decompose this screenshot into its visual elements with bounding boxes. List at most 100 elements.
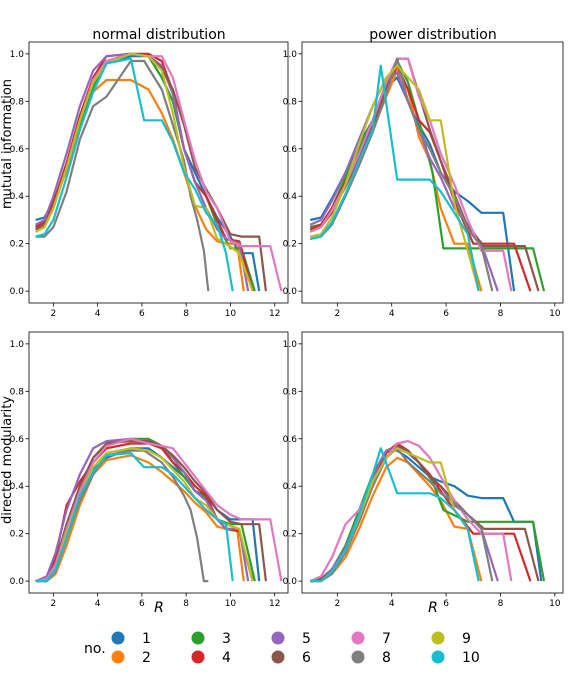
- y-tick-label: 0.6: [283, 145, 298, 155]
- x-tick-label: 6: [139, 599, 145, 609]
- x-tick-label: 2: [334, 309, 340, 319]
- y-tick-label: 0.2: [283, 240, 297, 250]
- y-tick-label: 0.2: [10, 530, 24, 540]
- legend-label-10: 10: [462, 650, 480, 666]
- x-tick-label: 4: [389, 599, 395, 609]
- x-tick-label: 8: [183, 309, 189, 319]
- legend-label-4: 4: [222, 650, 231, 666]
- column-title-normal: normal distribution: [92, 27, 225, 43]
- x-tick-label: 2: [50, 309, 56, 319]
- x-tick-label: 12: [269, 599, 280, 609]
- y-tick-label: 0.4: [283, 482, 298, 492]
- y-tick-label: 0.0: [283, 287, 298, 297]
- x-tick-label: 8: [498, 309, 504, 319]
- legend-marker-3: [191, 631, 205, 645]
- legend-label-8: 8: [382, 650, 391, 666]
- y-tick-label: 0.4: [283, 192, 298, 202]
- legend-label-5: 5: [302, 631, 311, 647]
- legend-label-7: 7: [382, 631, 391, 647]
- series-line-6: [35, 440, 267, 583]
- legend-marker-6: [271, 650, 285, 664]
- panel-directed-modularity-power: 2 4 6 8 10 0.0 0.2 0.4 0.6 0.8 1.0: [283, 331, 564, 609]
- panel-directed-modularity-normal: 2 4 6 8 10 12 0.0 0.2 0.4 0.6 0.8 1.0: [10, 331, 289, 609]
- series-line-9: [309, 64, 480, 292]
- x-tick-label: 10: [549, 309, 561, 319]
- y-tick-label: 0.8: [283, 97, 298, 107]
- y-tick-label: 1.0: [283, 50, 298, 60]
- series-line-6: [309, 444, 540, 583]
- legend-marker-9: [431, 631, 445, 645]
- series-line-4: [35, 52, 254, 292]
- legend-label-3: 3: [222, 631, 231, 647]
- y-tick-label: 0.6: [10, 435, 25, 445]
- legend-marker-8: [351, 650, 365, 664]
- y-tick-label: 0.2: [10, 240, 24, 250]
- x-tick-label: 2: [334, 599, 340, 609]
- series-line-10: [310, 447, 480, 583]
- x-axis-label-right: R: [428, 600, 438, 616]
- series-line-10: [35, 57, 234, 292]
- y-tick-label: 0.6: [10, 145, 25, 155]
- series-line-2: [35, 78, 245, 292]
- legend-marker-1: [111, 631, 125, 645]
- x-tick-label: 10: [549, 599, 561, 609]
- x-tick-label: 10: [225, 309, 237, 319]
- plot-frame: [28, 331, 289, 594]
- series-line-2: [35, 454, 245, 583]
- x-tick-label: 6: [443, 309, 449, 319]
- y-tick-label: 1.0: [10, 340, 25, 350]
- x-tick-label: 6: [139, 309, 145, 319]
- x-axis-label-left: R: [154, 600, 164, 616]
- legend-label-2: 2: [142, 650, 151, 666]
- x-tick-label: 4: [95, 309, 101, 319]
- series-line-8: [309, 57, 494, 292]
- series-line-9: [35, 52, 254, 292]
- legend-marker-5: [271, 631, 285, 645]
- x-tick-label: 8: [498, 599, 504, 609]
- y-tick-label: 0.8: [10, 97, 25, 107]
- legend-marker-4: [191, 650, 205, 664]
- x-tick-label: 10: [225, 599, 237, 609]
- y-tick-label: 0.4: [10, 482, 25, 492]
- y-tick-label: 0.8: [10, 387, 25, 397]
- y-tick-label: 1.0: [10, 50, 25, 60]
- row-ylabel-directed-modularity: directed modularity: [0, 396, 15, 524]
- series-line-8: [35, 59, 210, 292]
- y-tick-label: 0.0: [10, 287, 25, 297]
- legend-label-1: 1: [142, 631, 151, 647]
- series-line-5: [309, 71, 499, 292]
- y-tick-label: 0.2: [283, 530, 297, 540]
- legend-label-6: 6: [302, 650, 311, 666]
- y-tick-label: 0.0: [283, 577, 298, 587]
- y-tick-label: 0.0: [10, 577, 25, 587]
- series-line-2: [309, 69, 483, 292]
- x-tick-label: 4: [95, 599, 101, 609]
- series-line-7: [35, 437, 283, 583]
- plot-frame: [28, 41, 289, 304]
- x-tick-label: 12: [269, 309, 280, 319]
- legend-label-9: 9: [462, 631, 471, 647]
- x-tick-label: 2: [50, 599, 56, 609]
- plot-frame: [301, 41, 564, 304]
- x-tick-label: 8: [183, 599, 189, 609]
- y-tick-label: 1.0: [283, 340, 298, 350]
- legend-marker-2: [111, 650, 125, 664]
- panel-mutual-information-normal: 2 4 6 8 10 12 0.0 0.2 0.4 0.6 0.8 1.0: [10, 41, 289, 319]
- series-line-6: [35, 52, 267, 292]
- y-tick-label: 0.6: [283, 435, 298, 445]
- y-tick-label: 0.4: [10, 192, 25, 202]
- series-line-10: [309, 64, 480, 292]
- y-tick-label: 0.8: [283, 387, 298, 397]
- series-line-7: [309, 440, 513, 583]
- row-ylabel-mutual-information: mututal information: [0, 79, 15, 209]
- column-title-power: power distribution: [369, 27, 497, 43]
- legend-marker-7: [351, 631, 365, 645]
- x-tick-label: 4: [389, 309, 395, 319]
- plot-frame: [301, 331, 564, 594]
- legend-marker-10: [431, 650, 445, 664]
- panel-mutual-information-power: 2 4 6 8 10 0.0 0.2 0.4 0.6 0.8 1.0: [283, 41, 564, 319]
- series-line-8: [310, 447, 494, 583]
- series-line-10: [35, 451, 234, 583]
- x-tick-label: 6: [443, 599, 449, 609]
